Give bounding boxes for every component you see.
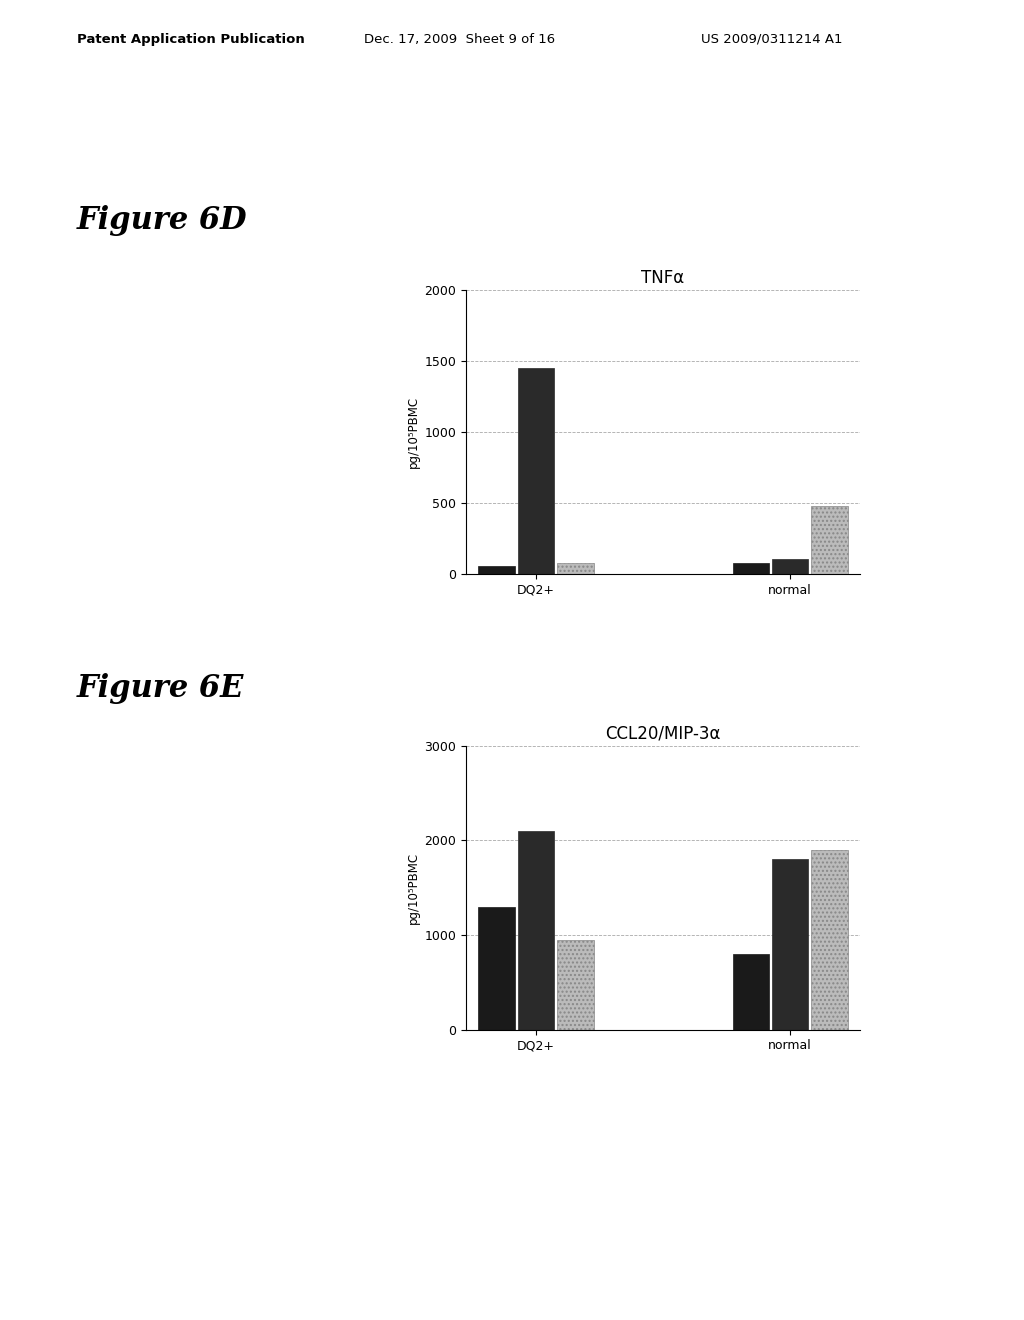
Text: Figure 6E: Figure 6E bbox=[77, 673, 244, 704]
Y-axis label: pg/10⁵PBMC: pg/10⁵PBMC bbox=[408, 396, 420, 469]
Y-axis label: pg/10⁵PBMC: pg/10⁵PBMC bbox=[408, 851, 420, 924]
Bar bbox=[732, 562, 769, 574]
Bar bbox=[772, 859, 808, 1030]
Bar bbox=[811, 506, 848, 574]
Text: Patent Application Publication: Patent Application Publication bbox=[77, 33, 304, 46]
Text: Figure 6D: Figure 6D bbox=[77, 205, 248, 235]
Bar bbox=[478, 907, 515, 1030]
Text: Dec. 17, 2009  Sheet 9 of 16: Dec. 17, 2009 Sheet 9 of 16 bbox=[364, 33, 555, 46]
Bar bbox=[732, 954, 769, 1030]
Bar bbox=[557, 940, 594, 1030]
Bar bbox=[518, 832, 554, 1030]
Bar bbox=[811, 850, 848, 1030]
Title: TNFα: TNFα bbox=[641, 269, 685, 288]
Bar bbox=[478, 566, 515, 574]
Text: US 2009/0311214 A1: US 2009/0311214 A1 bbox=[701, 33, 843, 46]
Bar bbox=[557, 562, 594, 574]
Bar bbox=[772, 558, 808, 574]
Title: CCL20/MIP-3α: CCL20/MIP-3α bbox=[605, 725, 721, 743]
Bar bbox=[518, 368, 554, 574]
